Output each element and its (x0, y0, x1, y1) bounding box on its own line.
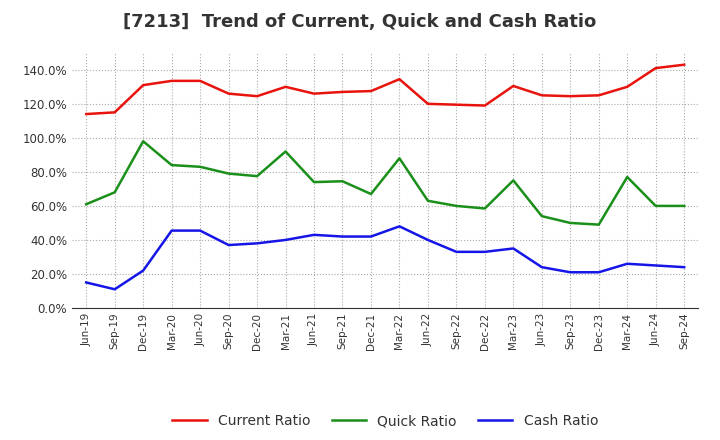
Current Ratio (338, 89, 347, 95)
Quick Ratio (566, 220, 575, 226)
Cash Ratio (395, 224, 404, 229)
Quick Ratio (509, 178, 518, 183)
Quick Ratio (652, 203, 660, 209)
Cash Ratio (652, 263, 660, 268)
Cash Ratio (680, 264, 688, 270)
Current Ratio (167, 78, 176, 84)
Current Ratio (82, 111, 91, 117)
Cash Ratio (566, 270, 575, 275)
Cash Ratio (139, 268, 148, 273)
Cash Ratio (509, 246, 518, 251)
Current Ratio (423, 101, 432, 106)
Current Ratio (282, 84, 290, 89)
Cash Ratio (167, 228, 176, 233)
Quick Ratio (225, 171, 233, 176)
Legend: Current Ratio, Quick Ratio, Cash Ratio: Current Ratio, Quick Ratio, Cash Ratio (167, 409, 603, 434)
Cash Ratio (110, 286, 119, 292)
Quick Ratio (595, 222, 603, 227)
Cash Ratio (253, 241, 261, 246)
Text: [7213]  Trend of Current, Quick and Cash Ratio: [7213] Trend of Current, Quick and Cash … (123, 13, 597, 31)
Current Ratio (452, 102, 461, 107)
Cash Ratio (623, 261, 631, 266)
Quick Ratio (82, 202, 91, 207)
Quick Ratio (680, 203, 688, 209)
Quick Ratio (366, 191, 375, 197)
Current Ratio (310, 91, 318, 96)
Cash Ratio (282, 237, 290, 242)
Cash Ratio (196, 228, 204, 233)
Current Ratio (110, 110, 119, 115)
Current Ratio (652, 66, 660, 71)
Quick Ratio (110, 190, 119, 195)
Current Ratio (366, 88, 375, 94)
Current Ratio (595, 93, 603, 98)
Quick Ratio (310, 180, 318, 185)
Cash Ratio (480, 249, 489, 254)
Line: Quick Ratio: Quick Ratio (86, 141, 684, 225)
Current Ratio (225, 91, 233, 96)
Cash Ratio (82, 280, 91, 285)
Quick Ratio (537, 213, 546, 219)
Quick Ratio (452, 203, 461, 209)
Cash Ratio (452, 249, 461, 254)
Current Ratio (509, 83, 518, 88)
Quick Ratio (253, 173, 261, 179)
Current Ratio (566, 94, 575, 99)
Quick Ratio (196, 164, 204, 169)
Cash Ratio (366, 234, 375, 239)
Cash Ratio (423, 237, 432, 242)
Current Ratio (480, 103, 489, 108)
Quick Ratio (480, 206, 489, 211)
Current Ratio (537, 93, 546, 98)
Quick Ratio (423, 198, 432, 203)
Line: Cash Ratio: Cash Ratio (86, 226, 684, 289)
Cash Ratio (225, 242, 233, 248)
Quick Ratio (282, 149, 290, 154)
Quick Ratio (338, 179, 347, 184)
Current Ratio (395, 77, 404, 82)
Line: Current Ratio: Current Ratio (86, 65, 684, 114)
Current Ratio (139, 82, 148, 88)
Current Ratio (623, 84, 631, 89)
Quick Ratio (395, 156, 404, 161)
Cash Ratio (310, 232, 318, 238)
Quick Ratio (167, 162, 176, 168)
Cash Ratio (537, 264, 546, 270)
Current Ratio (196, 78, 204, 84)
Quick Ratio (139, 139, 148, 144)
Cash Ratio (338, 234, 347, 239)
Current Ratio (680, 62, 688, 67)
Cash Ratio (595, 270, 603, 275)
Current Ratio (253, 94, 261, 99)
Quick Ratio (623, 174, 631, 180)
